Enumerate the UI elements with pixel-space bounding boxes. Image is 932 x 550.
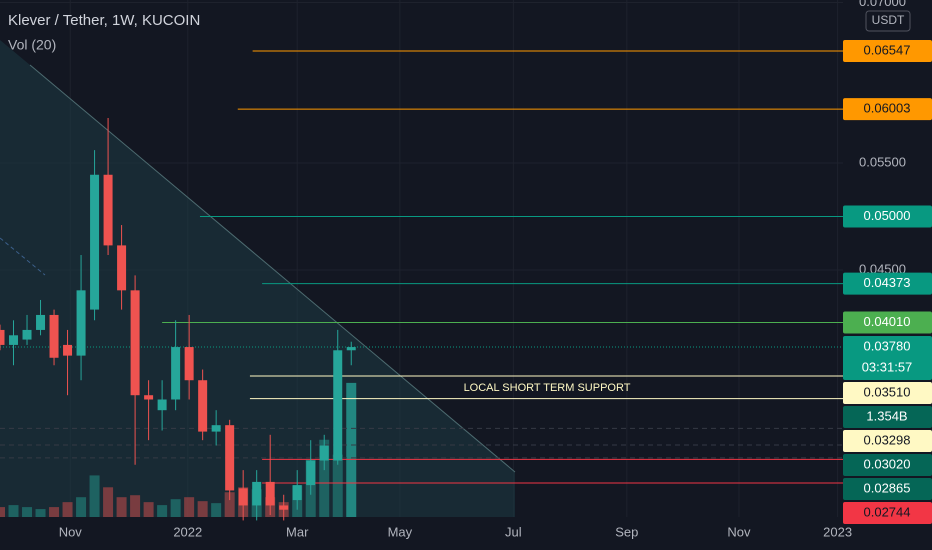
price-label: 0.02744 xyxy=(864,504,911,519)
price-label: 0.03780 xyxy=(864,338,911,353)
x-tick-label: 2023 xyxy=(823,524,852,539)
price-label-box xyxy=(843,205,932,228)
candle-body xyxy=(144,395,154,400)
price-label: 0.04373 xyxy=(864,275,911,290)
price-axis: Nov 2022 Mar May Jul Sep Nov 2023 0.07000 0.05500… xyxy=(59,0,932,539)
annotation: LOCAL SHORT TERM SUPPORT xyxy=(464,382,631,394)
levels xyxy=(0,50,843,484)
x-tick-label: Sep xyxy=(615,524,638,539)
trend-line-dashed xyxy=(0,237,46,276)
indicator-label: Vol (20) xyxy=(8,37,56,53)
volume-bar xyxy=(62,502,73,517)
volume-bar xyxy=(143,502,154,517)
price-label-box xyxy=(843,454,932,477)
volume-bar xyxy=(157,505,168,517)
volume-bar xyxy=(103,487,114,517)
candle-body xyxy=(198,380,208,432)
price-label-box xyxy=(843,39,932,62)
candle-body xyxy=(22,329,32,340)
candle-body xyxy=(9,335,19,345)
volume-bar xyxy=(332,454,343,517)
candle-body xyxy=(306,460,316,486)
candle-body xyxy=(171,347,181,400)
volume-bar xyxy=(211,503,222,517)
candle-body xyxy=(225,425,235,491)
price-label: 0.03298 xyxy=(864,432,911,447)
volume-bar xyxy=(89,475,100,517)
x-tick-label: May xyxy=(388,524,413,539)
candle-body xyxy=(0,329,5,345)
volume-bar xyxy=(184,497,195,517)
price-label-box xyxy=(843,98,932,121)
x-tick-label: Jul xyxy=(505,524,522,539)
candles xyxy=(0,118,356,521)
price-label-box xyxy=(843,430,932,453)
candle-body xyxy=(117,245,127,291)
candle-body xyxy=(238,488,248,506)
price-label-box xyxy=(843,311,932,334)
candle-body xyxy=(36,314,46,330)
price-label-box xyxy=(843,502,932,525)
price-label-box xyxy=(843,272,932,295)
candle-body xyxy=(63,344,73,356)
candle-body xyxy=(265,481,275,506)
volume-bar xyxy=(170,499,181,517)
price-label: 0.06003 xyxy=(864,101,911,116)
volume-bar xyxy=(130,495,141,517)
candle-body xyxy=(90,174,100,310)
price-label: 0.04010 xyxy=(864,314,911,329)
candle-body xyxy=(130,290,140,396)
volume-bar xyxy=(224,492,235,517)
candle-body xyxy=(211,425,221,432)
volume-bar xyxy=(22,507,33,517)
candle-body xyxy=(103,174,113,246)
candle-body xyxy=(157,399,167,411)
y-tick-label: 0.07000 xyxy=(859,0,906,9)
trend-line xyxy=(29,64,516,473)
countdown: 03:31:57 xyxy=(862,359,913,374)
volume-bar xyxy=(35,509,46,517)
price-label: 0.05000 xyxy=(864,208,911,223)
x-tick-label: Mar xyxy=(286,524,309,539)
x-tick-label: Nov xyxy=(727,524,751,539)
candle-body xyxy=(319,445,329,461)
price-label-box xyxy=(843,382,932,405)
price-label: 0.03020 xyxy=(864,456,911,471)
candle-body xyxy=(76,290,86,356)
candle-body xyxy=(346,347,356,351)
price-label: 0.03510 xyxy=(864,384,911,399)
candle-body xyxy=(252,481,262,506)
wedge-area xyxy=(0,40,515,517)
candle-body xyxy=(49,314,59,358)
volume-bar xyxy=(8,505,19,517)
volume-bar xyxy=(346,382,357,517)
currency-box xyxy=(865,10,911,32)
candle-body xyxy=(292,485,302,501)
volume-bar xyxy=(319,439,330,517)
volume-bar xyxy=(49,507,60,517)
price-label-box xyxy=(843,406,932,429)
volume-bar xyxy=(0,507,5,517)
volume-bar xyxy=(197,501,208,517)
x-tick-label: Nov xyxy=(59,524,83,539)
price-label: 0.02865 xyxy=(864,480,911,495)
y-tick-label: 0.05500 xyxy=(859,154,906,169)
price-label: 1.354B xyxy=(866,408,907,423)
chart-title: Klever / Tether, 1W, KUCOIN xyxy=(8,12,200,29)
volume-bar xyxy=(76,497,87,517)
currency: USDT xyxy=(872,13,905,27)
x-tick-label: 2022 xyxy=(173,524,202,539)
price-label-box xyxy=(843,336,932,381)
candle-body xyxy=(333,350,343,461)
candle-body xyxy=(184,347,194,381)
price-label-box xyxy=(843,478,932,501)
candle-body xyxy=(279,505,289,510)
volume-bar xyxy=(116,497,127,517)
price-label: 0.06547 xyxy=(864,42,911,57)
